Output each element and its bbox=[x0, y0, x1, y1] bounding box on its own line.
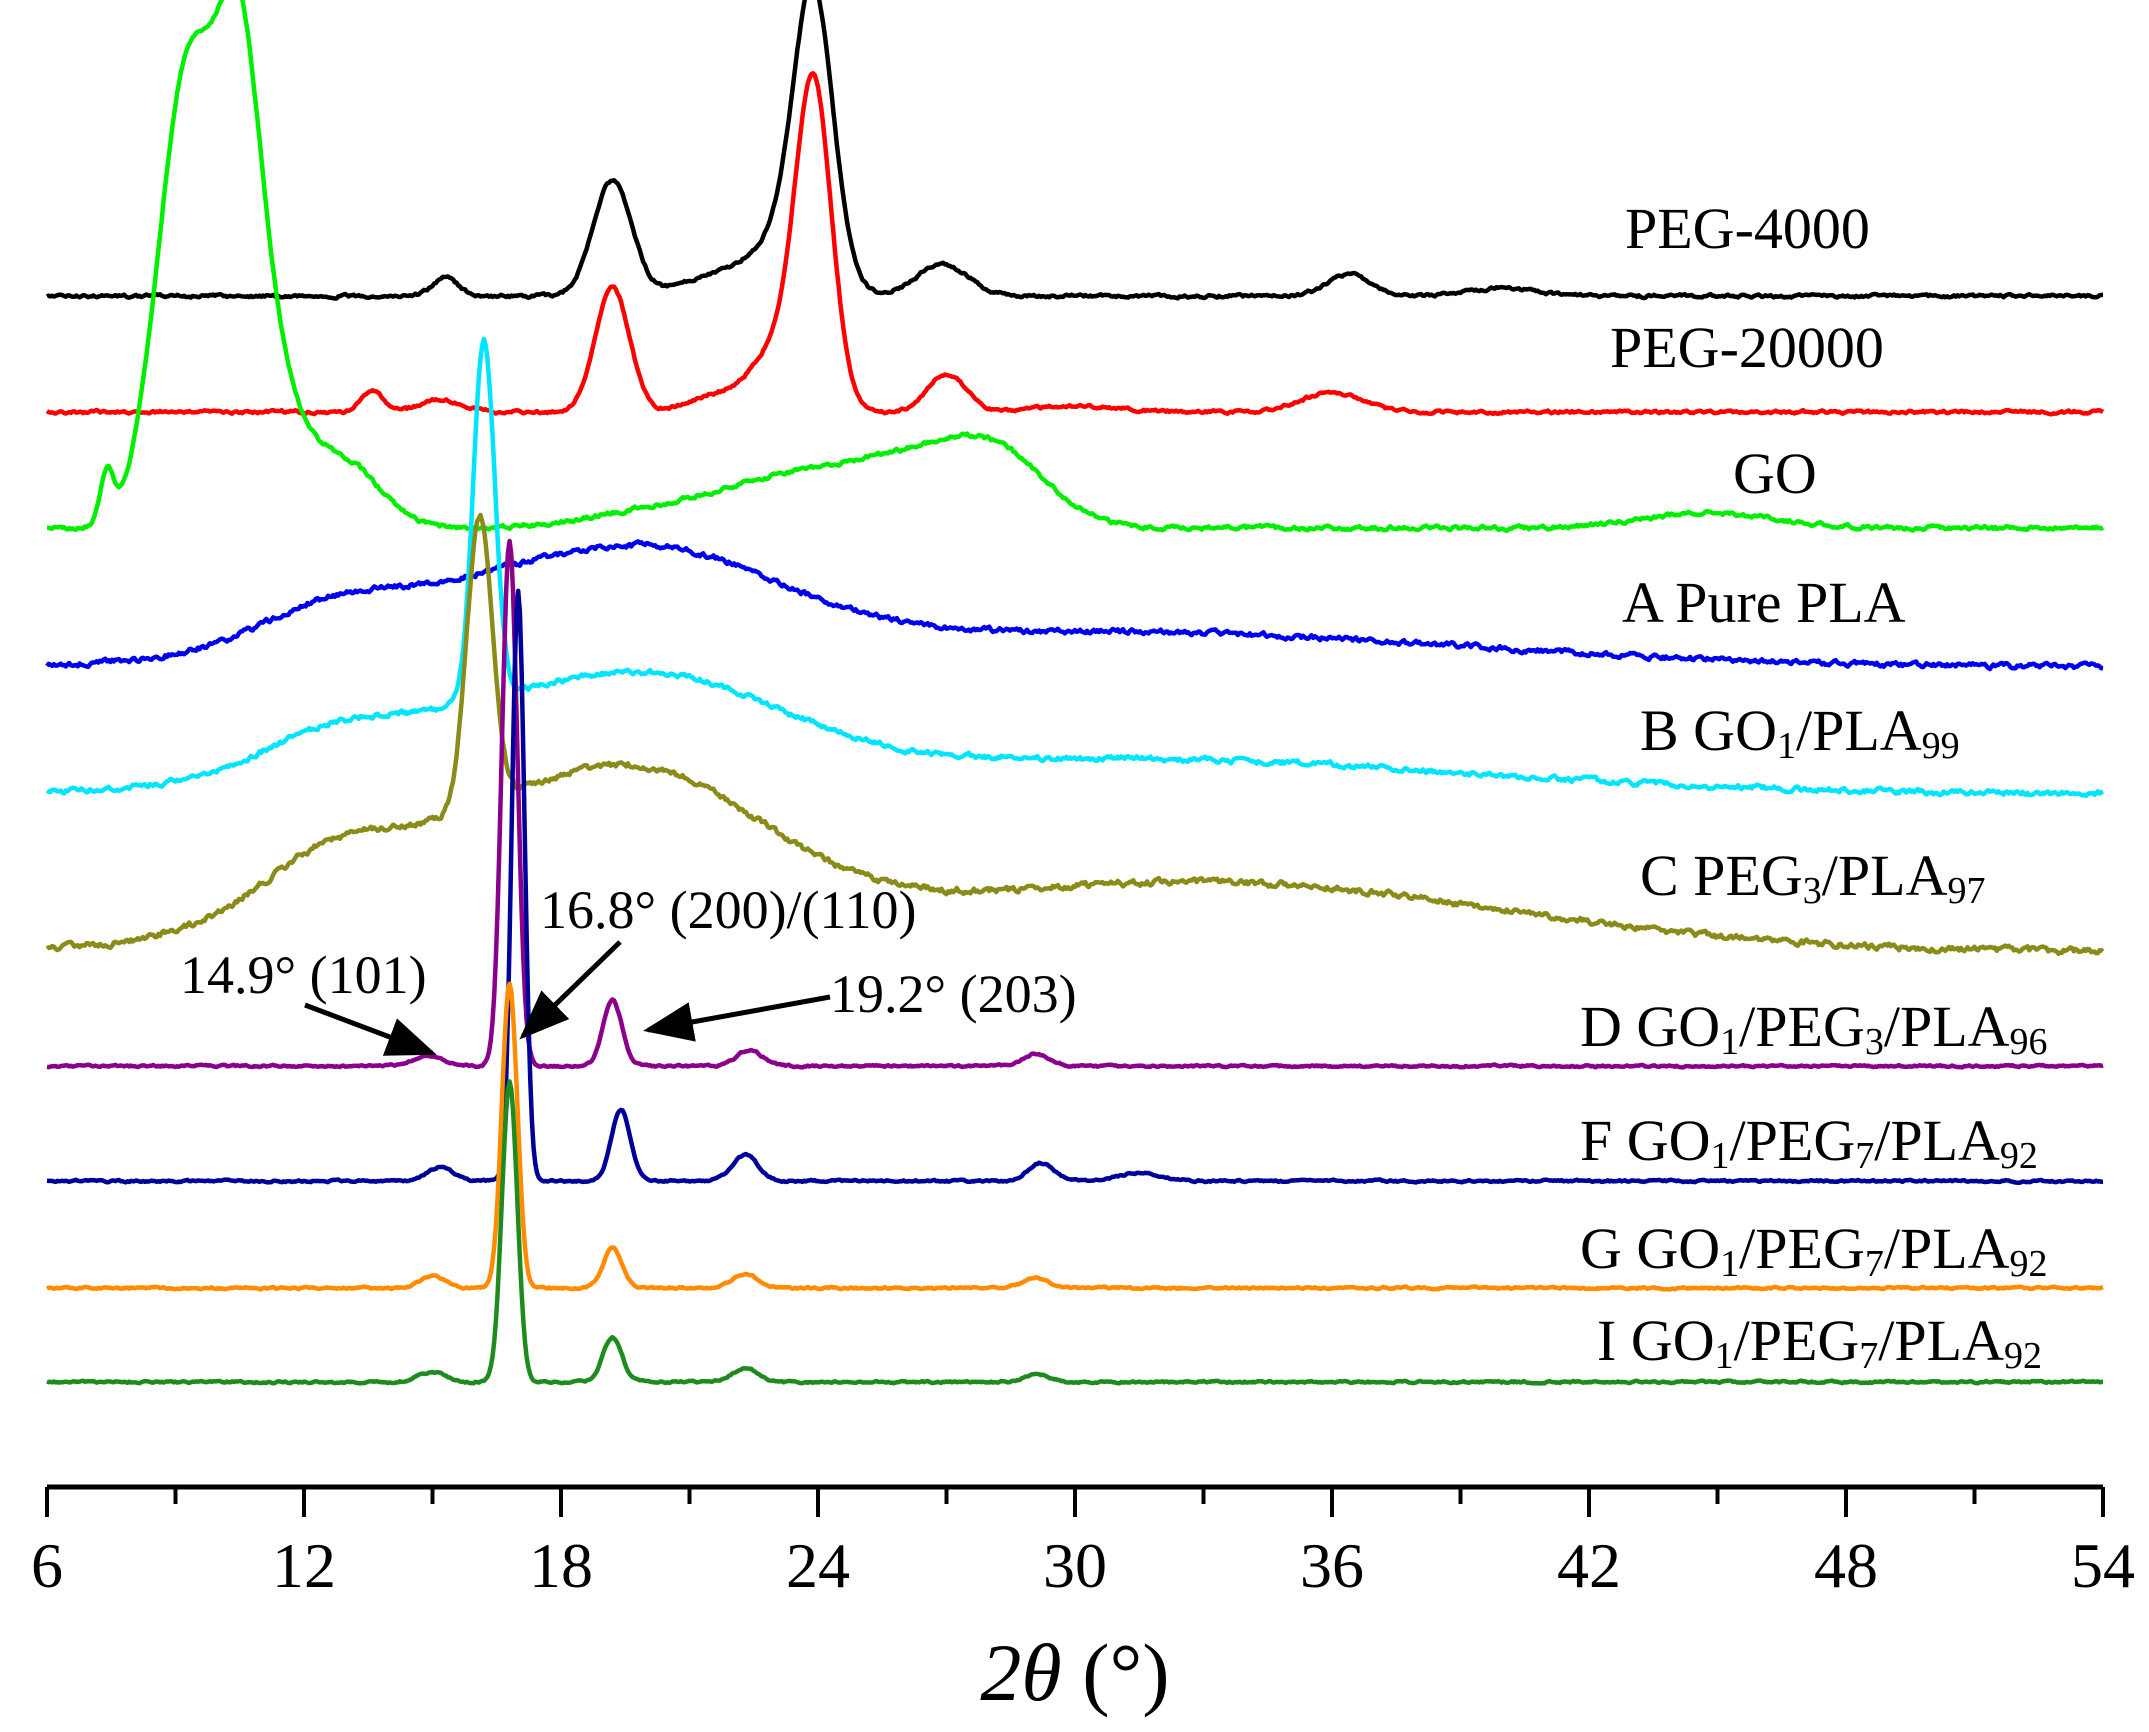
annotation-label-2: 16.8° (200)/(110) bbox=[540, 880, 917, 940]
series-curves bbox=[45, 0, 2105, 1386]
series-line-3 bbox=[46, 0, 2105, 534]
x-tick-label: 30 bbox=[1043, 1530, 1107, 1601]
series-label-4: A Pure PLA bbox=[1622, 570, 1906, 635]
series-label-5: B GO1/PLA99 bbox=[1640, 698, 1960, 767]
x-tick-label: 42 bbox=[1557, 1530, 1621, 1601]
series-line-1 bbox=[45, 0, 2104, 301]
x-tick-label: 6 bbox=[31, 1530, 63, 1601]
series-label-3: GO bbox=[1733, 441, 1817, 506]
series-label-10: I GO1/PEG7/PLA92 bbox=[1597, 1308, 2042, 1377]
series-label-6: C PEG3/PLA97 bbox=[1640, 843, 1985, 912]
annotation-arrow-3 bbox=[643, 994, 831, 1042]
series-line-5 bbox=[45, 336, 2104, 799]
annotation-label-3: 19.2° (203) bbox=[830, 964, 1077, 1024]
x-tick-label: 36 bbox=[1300, 1530, 1364, 1601]
peak-annotations: 14.9° (101) 16.8° (200)/(110) 19.2° (203) bbox=[180, 880, 1077, 1056]
series-labels: PEG-4000 PEG-20000 GO A Pure PLA B GO1/PLA99… bbox=[1580, 196, 2048, 1377]
series-line-4 bbox=[45, 539, 2104, 672]
series-line-10 bbox=[46, 1079, 2104, 1386]
x-tick-label: 12 bbox=[272, 1530, 336, 1601]
x-tick-label: 18 bbox=[529, 1530, 593, 1601]
x-tick-label: 54 bbox=[2071, 1530, 2135, 1601]
x-tick-label: 24 bbox=[786, 1530, 850, 1601]
series-label-9: G GO1/PEG7/PLA92 bbox=[1580, 1216, 2048, 1285]
x-axis-title: 2θ (°) bbox=[980, 1627, 1169, 1718]
series-line-7 bbox=[46, 538, 2104, 1070]
series-line-6 bbox=[45, 512, 2105, 956]
series-line-8 bbox=[46, 588, 2104, 1186]
annotation-arrow-2 bbox=[519, 940, 622, 1040]
annotation-arrow-1 bbox=[304, 1002, 437, 1056]
series-label-8: F GO1/PEG7/PLA92 bbox=[1580, 1108, 2038, 1177]
annotation-label-1: 14.9° (101) bbox=[180, 945, 427, 1005]
series-line-2 bbox=[45, 71, 2105, 417]
series-label-2: PEG-20000 bbox=[1610, 315, 1884, 380]
series-label-1: PEG-4000 bbox=[1625, 196, 1870, 261]
series-line-9 bbox=[46, 981, 2104, 1292]
x-axis: 6 12 18 24 30 36 42 48 54 bbox=[31, 1484, 2135, 1601]
series-label-7: D GO1/PEG3/PLA96 bbox=[1580, 994, 2048, 1063]
x-tick-label: 48 bbox=[1814, 1530, 1878, 1601]
